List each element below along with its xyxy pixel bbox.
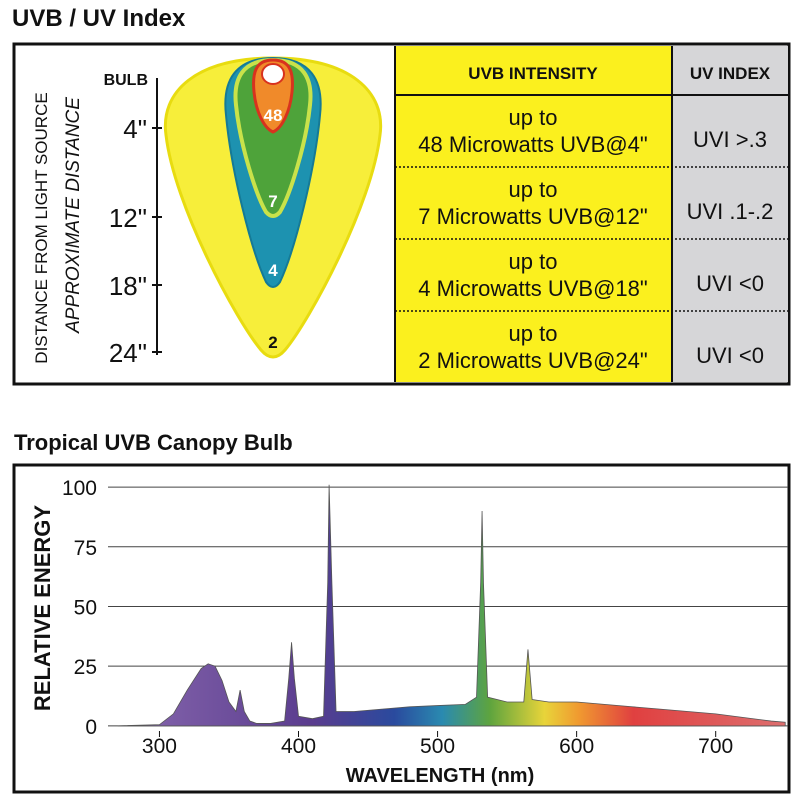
panel-frame (12, 463, 791, 794)
y-tick-label: 75 (74, 537, 97, 560)
zone-label: 48 (264, 106, 283, 125)
distance-label: 18" (109, 271, 147, 301)
distance-label: 12" (109, 203, 147, 233)
bulb (261, 63, 285, 85)
uv-index-text: UVI <0 (696, 271, 764, 296)
x-tick-label: 400 (281, 735, 316, 758)
x-tick-label: 500 (420, 735, 455, 758)
intensity-text: up to (509, 321, 558, 346)
intensity-text: up to (509, 249, 558, 274)
index-column (672, 46, 788, 382)
distance-label: 24" (109, 338, 147, 368)
zone-label: 2 (268, 333, 277, 352)
intensity-text: 4 Microwatts UVB@18" (418, 276, 647, 301)
section-title: UVB / UV Index (12, 5, 186, 32)
y-tick-label: 25 (74, 656, 97, 679)
y-tick-label: 100 (62, 477, 97, 500)
x-axis-title: WAVELENGTH (nm) (346, 765, 535, 787)
uv-index-text: UVI <0 (696, 343, 764, 368)
chart-title: Tropical UVB Canopy Bulb (14, 430, 293, 455)
table-header: UV INDEX (690, 64, 771, 83)
intensity-text: up to (509, 105, 558, 130)
x-tick-label: 300 (142, 735, 177, 758)
intensity-text: 7 Microwatts UVB@12" (418, 204, 647, 229)
intensity-text: 48 Microwatts UVB@4" (418, 132, 647, 157)
spectrum-area (117, 484, 786, 727)
x-tick-label: 600 (559, 735, 594, 758)
y-axis-title: RELATIVE ENERGY (30, 505, 55, 712)
bulb-label: BULB (104, 72, 148, 89)
x-tick-label: 700 (698, 735, 733, 758)
zone-label: 7 (268, 192, 277, 211)
table-header: UVB INTENSITY (468, 64, 598, 83)
y-tick-label: 0 (85, 716, 97, 739)
uv-index-text: UVI >.3 (693, 127, 767, 152)
y-tick-label: 50 (74, 596, 97, 619)
intensity-column (395, 46, 672, 382)
axis-title: DISTANCE FROM LIGHT SOURCE (32, 92, 51, 363)
axis-subtitle: APPROXIMATE DISTANCE (63, 97, 84, 334)
distance-label: 4" (123, 114, 147, 144)
uv-index-text: UVI .1-.2 (687, 199, 774, 224)
zone-label: 4 (268, 261, 278, 280)
intensity-text: up to (509, 177, 558, 202)
intensity-text: 2 Microwatts UVB@24" (418, 348, 647, 373)
